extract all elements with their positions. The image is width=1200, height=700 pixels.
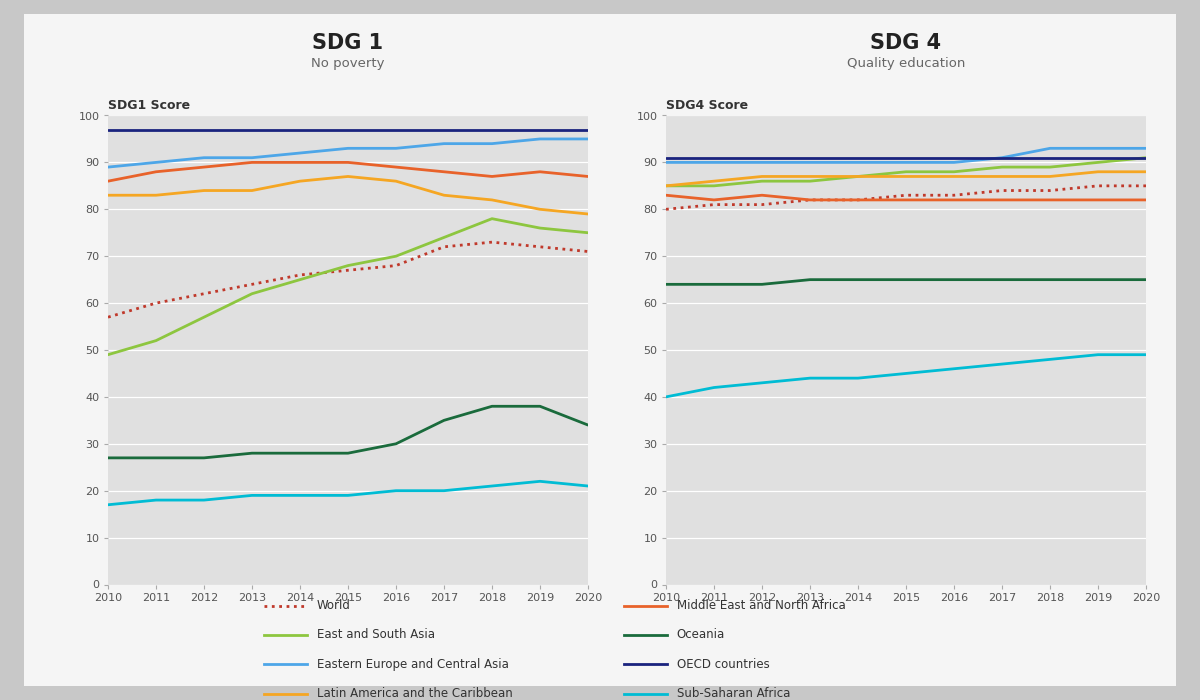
Text: SDG1 Score: SDG1 Score (108, 99, 190, 112)
Text: SDG4 Score: SDG4 Score (666, 99, 748, 112)
Text: SDG 1: SDG 1 (312, 33, 384, 53)
Text: Sub-Saharan Africa: Sub-Saharan Africa (677, 687, 790, 700)
Text: World: World (317, 599, 350, 612)
Text: Quality education: Quality education (847, 57, 965, 69)
Text: No poverty: No poverty (311, 57, 385, 69)
Text: East and South Asia: East and South Asia (317, 629, 434, 641)
Text: OECD countries: OECD countries (677, 658, 769, 671)
Text: Middle East and North Africa: Middle East and North Africa (677, 599, 846, 612)
Text: Latin America and the Caribbean: Latin America and the Caribbean (317, 687, 512, 700)
Text: Oceania: Oceania (677, 629, 725, 641)
Text: SDG 4: SDG 4 (870, 33, 942, 53)
Text: Eastern Europe and Central Asia: Eastern Europe and Central Asia (317, 658, 509, 671)
